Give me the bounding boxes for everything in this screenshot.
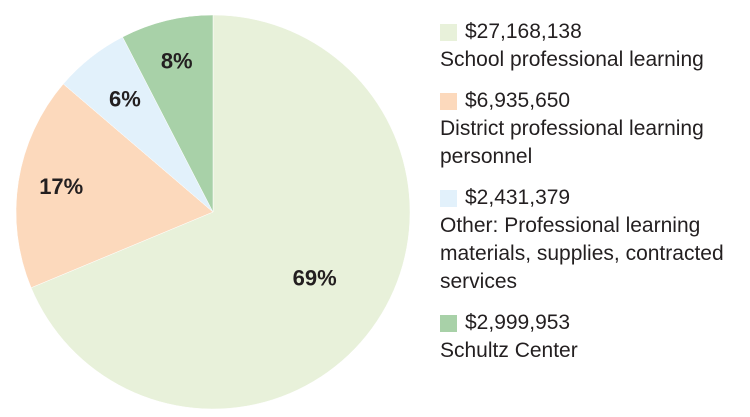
legend-swatch	[440, 92, 457, 110]
slice-percent-label: 69%	[293, 266, 337, 291]
slice-percent-label: 17%	[39, 174, 83, 199]
legend-item-district: $6,935,650 District professional learnin…	[440, 87, 745, 171]
legend-amount: $6,935,650	[465, 89, 571, 112]
legend-label: Other: Professional learning materials, …	[440, 214, 724, 293]
pie-slice	[122, 14, 214, 213]
legend-swatch	[440, 314, 457, 332]
pie-slice	[15, 83, 214, 289]
legend: $27,168,138 School professional learning…	[440, 18, 745, 378]
legend-amount: $27,168,138	[465, 20, 582, 43]
legend-item-schultz: $2,999,953 Schultz Center	[440, 309, 745, 365]
legend-label: School professional learning	[440, 48, 704, 71]
legend-label: Schultz Center	[440, 339, 578, 362]
legend-item-other: $2,431,379 Other: Professional learning …	[440, 184, 745, 296]
pie-chart-svg: 69% 17% 6% 8%	[15, 14, 411, 410]
slice-percent-label: 6%	[109, 87, 141, 112]
legend-swatch	[440, 189, 457, 207]
legend-amount: $2,431,379	[465, 186, 571, 209]
slice-percent-label: 8%	[161, 48, 193, 73]
legend-swatch	[440, 23, 457, 41]
legend-amount: $2,999,953	[465, 311, 571, 334]
legend-item-school: $27,168,138 School professional learning	[440, 18, 745, 74]
legend-label: District professional learning personnel	[440, 117, 704, 168]
pie-slice	[30, 14, 411, 410]
